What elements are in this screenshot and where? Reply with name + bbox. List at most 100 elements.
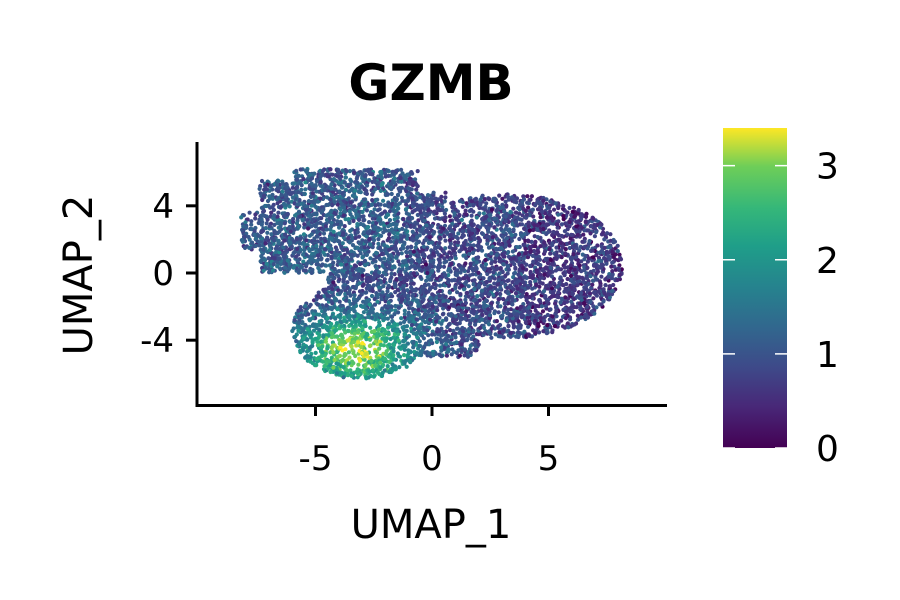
- scatter-point: [531, 328, 536, 333]
- scatter-point: [310, 246, 315, 252]
- scatter-point: [501, 297, 506, 302]
- scatter-point: [306, 226, 311, 231]
- scatter-point: [551, 290, 556, 295]
- scatter-point: [317, 312, 322, 317]
- scatter-point: [331, 350, 336, 355]
- scatter-point: [483, 320, 488, 325]
- scatter-point: [564, 282, 569, 287]
- scatter-point: [342, 247, 347, 252]
- scatter-point: [284, 198, 289, 203]
- scatter-point: [283, 203, 289, 208]
- scatter-point: [370, 288, 375, 294]
- scatter-point: [590, 248, 595, 253]
- scatter-point: [373, 349, 378, 354]
- scatter-point: [454, 273, 459, 278]
- scatter-point: [304, 168, 310, 173]
- scatter-point: [253, 216, 258, 221]
- scatter-point: [531, 259, 536, 264]
- scatter-point: [512, 262, 517, 267]
- scatter-point: [335, 202, 340, 207]
- scatter-point: [530, 253, 536, 258]
- scatter-point: [503, 243, 508, 249]
- scatter-point: [404, 324, 410, 329]
- scatter-point: [314, 356, 319, 362]
- scatter-point: [400, 198, 405, 203]
- scatter-point: [406, 186, 411, 191]
- scatter-point: [569, 299, 574, 304]
- scatter-point: [415, 191, 420, 196]
- scatter-point: [298, 348, 303, 353]
- scatter-point: [252, 229, 257, 234]
- scatter-point: [483, 262, 489, 267]
- scatter-point: [516, 319, 521, 324]
- scatter-point: [545, 261, 551, 266]
- scatter-point: [446, 347, 451, 352]
- scatter-point: [615, 249, 620, 254]
- scatter-point: [351, 266, 356, 271]
- scatter-point: [263, 226, 268, 231]
- scatter-point: [464, 309, 469, 314]
- scatter-point: [462, 241, 467, 247]
- scatter-point: [510, 297, 515, 302]
- scatter-point: [284, 184, 289, 189]
- scatter-point: [594, 293, 600, 298]
- scatter-point: [320, 209, 325, 214]
- scatter-point: [373, 203, 378, 208]
- scatter-point: [561, 213, 566, 219]
- scatter-point: [295, 258, 300, 263]
- scatter-point: [356, 329, 361, 335]
- scatter-point: [541, 220, 546, 225]
- scatter-point: [387, 342, 392, 347]
- scatter-point: [393, 303, 398, 309]
- scatter-point: [477, 239, 482, 244]
- scatter-point: [367, 369, 373, 374]
- scatter-point: [382, 256, 387, 261]
- scatter-point: [431, 251, 436, 256]
- scatter-point: [335, 307, 340, 312]
- scatter-point: [535, 248, 540, 253]
- scatter-point: [548, 251, 553, 256]
- scatter-point: [342, 224, 347, 229]
- scatter-point: [456, 240, 461, 245]
- scatter-point: [348, 276, 353, 281]
- scatter-point: [470, 227, 475, 232]
- scatter-point: [548, 307, 553, 312]
- scatter-point: [529, 239, 534, 244]
- scatter-point: [381, 230, 386, 235]
- scatter-point: [405, 266, 410, 271]
- scatter-point: [396, 193, 401, 198]
- scatter-point: [331, 280, 336, 285]
- scatter-point: [305, 337, 310, 342]
- scatter-point: [591, 296, 596, 301]
- scatter-point: [347, 240, 352, 245]
- scatter-point: [400, 263, 405, 268]
- scatter-point: [599, 222, 604, 227]
- scatter-point: [314, 363, 319, 368]
- scatter-point: [322, 364, 327, 369]
- scatter-point: [263, 258, 268, 263]
- scatter-point: [392, 321, 397, 327]
- scatter-point: [520, 234, 525, 239]
- scatter-point: [465, 337, 470, 342]
- scatter-point: [282, 265, 288, 270]
- scatter-point: [456, 299, 461, 304]
- scatter-point: [301, 252, 306, 257]
- scatter-point: [303, 303, 308, 309]
- scatter-point: [424, 278, 429, 283]
- scatter-point: [382, 356, 388, 361]
- scatter-point: [406, 310, 411, 315]
- scatter-point: [534, 303, 539, 309]
- scatter-point: [451, 303, 456, 308]
- scatter-point: [474, 255, 479, 261]
- scatter-point: [266, 256, 271, 261]
- scatter-point: [569, 257, 574, 262]
- scatter-point: [269, 183, 274, 188]
- scatter-point: [387, 232, 392, 237]
- scatter-point: [396, 310, 401, 315]
- scatter-point: [318, 196, 323, 201]
- scatter-point: [351, 218, 356, 224]
- scatter-point: [323, 287, 328, 292]
- scatter-point: [294, 339, 299, 344]
- scatter-point: [446, 298, 451, 304]
- scatter-point: [370, 192, 375, 197]
